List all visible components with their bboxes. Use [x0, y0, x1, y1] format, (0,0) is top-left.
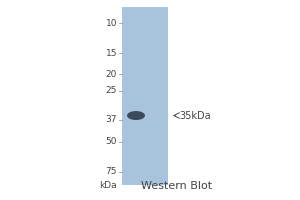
Text: Western Blot: Western Blot: [141, 181, 213, 191]
Ellipse shape: [127, 111, 145, 120]
Text: 20: 20: [106, 70, 117, 79]
Text: 25: 25: [106, 86, 117, 95]
Text: 37: 37: [106, 115, 117, 124]
Text: 75: 75: [106, 167, 117, 176]
Text: 15: 15: [106, 49, 117, 58]
Text: 10: 10: [106, 19, 117, 28]
Text: kDa: kDa: [99, 181, 117, 190]
Bar: [122, 7, 168, 185]
Text: 50: 50: [106, 137, 117, 146]
Text: 35kDa: 35kDa: [179, 111, 211, 121]
